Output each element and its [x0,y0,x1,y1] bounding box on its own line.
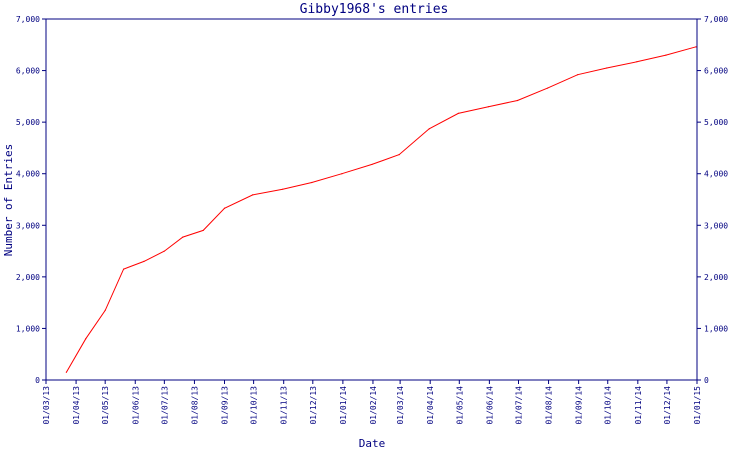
x-tick-label: 01/03/13 [42,386,51,425]
y-axis-label: Number of Entries [2,144,15,257]
series-group [65,46,697,373]
x-tick-label: 01/09/13 [221,386,230,425]
x-tick-label: 01/07/13 [160,386,169,425]
plot-area [45,18,698,381]
data-point [182,236,184,238]
data-point [104,309,106,311]
plot-frame [45,18,698,381]
data-point [606,67,608,69]
y-tick-label-right: 6,000 [704,67,728,76]
y-axis-left: 0 1,000 2,000 3,000 4,000 5,000 6,000 7,000 [16,15,46,385]
x-axis-label: Date [359,437,386,450]
data-point [202,229,204,232]
data-point [85,338,87,340]
data-point [223,207,226,209]
data-point [636,61,638,63]
y-tick-label-right: 7,000 [704,15,728,24]
y-tick-label: 1,000 [16,324,40,333]
x-tick-label: 01/11/14 [634,386,643,425]
x-tick-label: 01/03/14 [396,386,405,425]
x-tick-label: 01/06/14 [485,386,494,425]
y-tick-label: 5,000 [16,118,40,127]
data-point [487,106,490,108]
y-tick-label-right: 4,000 [704,170,728,179]
series-line [65,46,697,373]
y-tick-label: 2,000 [16,273,40,282]
x-tick-label: 01/05/13 [101,386,110,425]
x-tick-label: 01/06/13 [131,386,140,425]
y-tick-label-right: 5,000 [704,118,728,127]
data-point [695,46,697,48]
x-tick-label: 01/08/13 [190,386,199,425]
data-point [282,188,284,190]
x-tick-label: 01/01/15 [693,386,702,425]
y-axis-right: 0 1,000 2,000 3,000 4,000 5,000 6,000 7,000 [697,15,728,385]
data-point [143,260,145,262]
y-tick-label-right: 3,000 [704,221,728,230]
data-point [123,268,125,270]
data-point [665,54,667,56]
data-point [428,128,430,130]
x-tick-label: 01/12/13 [309,386,318,425]
x-tick-label: 01/01/14 [339,386,348,425]
y-tick-label: 7,000 [16,15,40,24]
x-axis: 01/03/13 01/04/13 01/05/13 01/06/13 01/07/13… [42,380,702,425]
y-tick-label: 0 [35,376,40,385]
x-tick-label: 01/11/13 [280,386,289,425]
y-tick-label: 3,000 [16,221,40,230]
data-point [341,173,343,175]
x-tick-label: 01/02/14 [369,386,378,425]
data-point [311,181,313,184]
data-point [371,163,373,166]
data-point [516,99,519,102]
x-tick-label: 01/04/14 [426,386,435,425]
x-tick-label: 01/05/14 [455,386,464,425]
data-point [398,154,400,156]
data-point [65,371,67,373]
y-tick-label-right: 1,000 [704,324,728,333]
y-tick-label: 6,000 [16,67,40,76]
y-tick-label: 4,000 [16,170,40,179]
x-tick-label: 01/12/14 [663,386,672,425]
data-point [577,74,579,76]
x-tick-label: 01/10/13 [250,386,259,425]
x-tick-label: 01/07/14 [514,386,523,425]
x-tick-label: 01/09/14 [575,386,584,425]
data-point [546,87,549,89]
data-point [252,194,254,196]
x-tick-label: 01/10/14 [604,386,613,425]
x-tick-label: 01/04/13 [72,386,81,425]
data-point [457,112,459,114]
chart-title: Gibby1968's entries [300,2,449,17]
y-tick-label-right: 2,000 [704,273,728,282]
data-point [163,250,165,252]
y-tick-label-right: 0 [704,376,709,385]
x-tick-label: 01/08/14 [545,386,554,425]
